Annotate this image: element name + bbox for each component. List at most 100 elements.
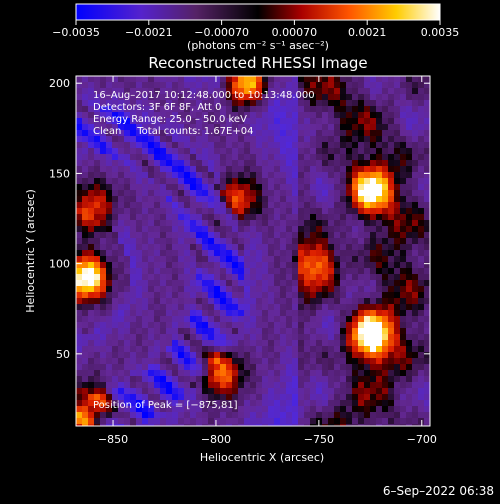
heatmap-cell xyxy=(406,172,412,178)
heatmap-cell xyxy=(136,322,142,328)
heatmap-cell xyxy=(274,424,280,426)
heatmap-cell xyxy=(166,220,172,226)
heatmap-cell xyxy=(244,172,250,178)
heatmap-cell xyxy=(124,244,130,250)
heatmap-cell xyxy=(382,190,388,196)
heatmap-cell xyxy=(100,310,106,316)
heatmap-cell xyxy=(376,424,382,426)
heatmap-cell xyxy=(424,358,430,364)
heatmap-cell xyxy=(118,88,124,94)
heatmap-cell xyxy=(310,106,316,112)
heatmap-cell xyxy=(358,412,364,418)
heatmap-cell xyxy=(214,142,220,148)
heatmap-cell xyxy=(412,130,418,136)
heatmap-cell xyxy=(304,160,310,166)
heatmap-cell xyxy=(280,334,286,340)
heatmap-cell xyxy=(178,382,184,388)
heatmap-cell xyxy=(244,268,250,274)
heatmap-cell xyxy=(136,376,142,382)
heatmap-cell xyxy=(340,202,346,208)
heatmap-cell xyxy=(112,202,118,208)
heatmap-cell xyxy=(280,400,286,406)
heatmap-cell xyxy=(148,226,154,232)
heatmap-cell xyxy=(232,268,238,274)
heatmap-cell xyxy=(172,238,178,244)
heatmap-cell xyxy=(106,94,112,100)
heatmap-cell xyxy=(334,118,340,124)
heatmap-cell xyxy=(226,76,232,82)
heatmap-cell xyxy=(274,178,280,184)
heatmap-cell xyxy=(280,388,286,394)
heatmap-cell xyxy=(208,160,214,166)
heatmap-cell xyxy=(226,298,232,304)
heatmap-cell xyxy=(202,142,208,148)
heatmap-cell xyxy=(196,124,202,130)
heatmap-cell xyxy=(346,184,352,190)
heatmap-cell xyxy=(184,190,190,196)
heatmap-cell xyxy=(202,202,208,208)
heatmap-cell xyxy=(340,274,346,280)
heatmap-cell xyxy=(244,118,250,124)
heatmap-cell xyxy=(82,160,88,166)
heatmap-cell xyxy=(352,148,358,154)
heatmap-cell xyxy=(136,208,142,214)
heatmap-cell xyxy=(250,322,256,328)
heatmap-cell xyxy=(256,304,262,310)
heatmap-cell xyxy=(82,106,88,112)
heatmap-cell xyxy=(172,196,178,202)
heatmap-cell xyxy=(292,214,298,220)
heatmap-cell xyxy=(328,364,334,370)
heatmap-cell xyxy=(178,232,184,238)
heatmap-cell xyxy=(364,190,370,196)
heatmap-cell xyxy=(424,412,430,418)
heatmap-cell xyxy=(100,316,106,322)
heatmap-cell xyxy=(250,88,256,94)
heatmap-cell xyxy=(370,82,376,88)
heatmap-cell xyxy=(184,394,190,400)
heatmap-cell xyxy=(136,238,142,244)
heatmap-cell xyxy=(406,106,412,112)
heatmap-cell xyxy=(136,124,142,130)
heatmap-cell xyxy=(304,286,310,292)
heatmap-cell xyxy=(112,82,118,88)
heatmap-cell xyxy=(196,238,202,244)
heatmap-cell xyxy=(88,406,94,412)
heatmap-cell xyxy=(154,280,160,286)
heatmap-cell xyxy=(376,148,382,154)
heatmap-cell xyxy=(322,136,328,142)
heatmap-cell xyxy=(322,88,328,94)
heatmap-cell xyxy=(190,316,196,322)
heatmap-cell xyxy=(130,154,136,160)
heatmap-cell xyxy=(412,400,418,406)
heatmap-cell xyxy=(418,322,424,328)
heatmap-cell xyxy=(370,388,376,394)
heatmap-cell xyxy=(148,418,154,424)
heatmap-cell xyxy=(406,220,412,226)
heatmap-cell xyxy=(376,214,382,220)
heatmap-cell xyxy=(124,202,130,208)
heatmap-cell xyxy=(298,226,304,232)
heatmap-cell xyxy=(112,262,118,268)
heatmap-cell xyxy=(316,286,322,292)
heatmap-cell xyxy=(214,184,220,190)
heatmap-cell xyxy=(268,352,274,358)
heatmap-cell xyxy=(280,124,286,130)
heatmap-cell xyxy=(160,160,166,166)
heatmap-cell xyxy=(346,136,352,142)
heatmap-cell xyxy=(286,382,292,388)
heatmap-cell xyxy=(328,232,334,238)
heatmap-cell xyxy=(76,292,82,298)
heatmap-cell xyxy=(172,274,178,280)
heatmap-cell xyxy=(424,280,430,286)
heatmap-cell xyxy=(136,328,142,334)
heatmap-cell xyxy=(106,76,112,82)
heatmap-cell xyxy=(346,190,352,196)
heatmap-cell xyxy=(268,202,274,208)
heatmap-cell xyxy=(304,190,310,196)
heatmap-cell xyxy=(274,94,280,100)
heatmap-cell xyxy=(388,142,394,148)
heatmap-cell xyxy=(334,346,340,352)
heatmap-cell xyxy=(142,112,148,118)
heatmap-cell xyxy=(304,118,310,124)
heatmap-cell xyxy=(412,274,418,280)
